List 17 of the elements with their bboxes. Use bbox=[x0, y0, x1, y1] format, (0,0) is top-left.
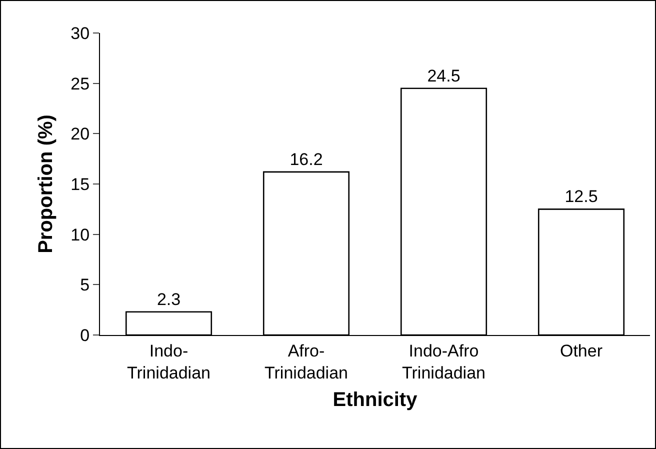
data-label: 16.2 bbox=[290, 150, 323, 169]
x-tick-label: Other bbox=[560, 341, 603, 360]
y-tick-label: 5 bbox=[80, 276, 90, 295]
y-tick-label: 25 bbox=[70, 74, 90, 94]
y-tick-label: 20 bbox=[70, 124, 90, 144]
x-axis-title: Ethnicity bbox=[332, 389, 418, 411]
y-tick-label: 10 bbox=[70, 225, 90, 244]
x-tick-label: Indo-Afro Trinidadian bbox=[402, 341, 486, 382]
x-tick-label: Indo- Trinidadian bbox=[127, 341, 210, 382]
x-tick-label: Afro- Trinidadian bbox=[264, 341, 348, 382]
data-label: 2.3 bbox=[156, 290, 181, 309]
data-label: 12.5 bbox=[564, 187, 598, 206]
y-tick-label: 0 bbox=[80, 326, 90, 345]
data-label: 24.5 bbox=[427, 66, 460, 86]
y-tick-label: 15 bbox=[70, 174, 90, 194]
y-axis-title: Proportion (%) bbox=[35, 114, 58, 254]
y-tick-label: 30 bbox=[70, 24, 90, 43]
